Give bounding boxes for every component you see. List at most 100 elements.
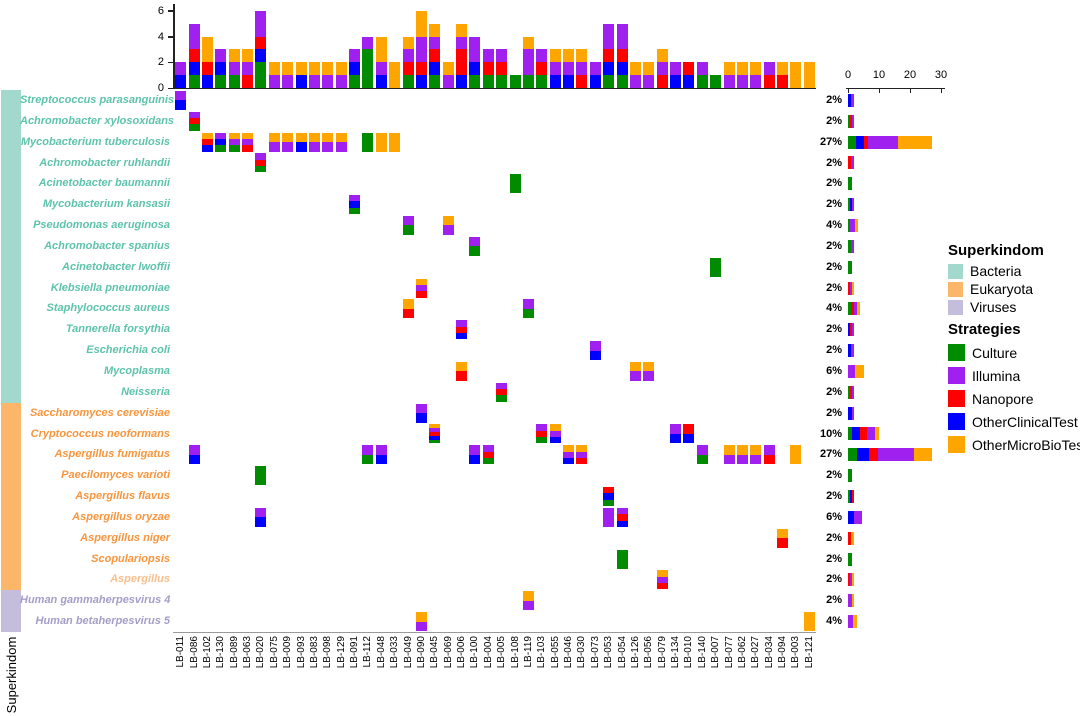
matrix-cell-segment [603, 486, 615, 494]
column-label: LB-005 [496, 636, 508, 669]
right-bar-segment [848, 594, 853, 608]
right-bar-segment [913, 448, 932, 462]
top-bar-segment [201, 36, 213, 63]
right-bar-segment [850, 114, 853, 128]
matrix-cell-segment [496, 382, 508, 390]
column-label: LB-055 [549, 636, 561, 669]
row-label: Aspergillus niger [80, 531, 170, 544]
top-bar-segment [442, 62, 454, 76]
matrix-cell-segment [589, 350, 601, 361]
column-label: LB-098 [322, 636, 334, 669]
top-bar-segment [429, 62, 441, 76]
right-bar-segment [848, 469, 852, 483]
right-bar-segment [848, 364, 855, 378]
legend-label: Eukaryota [970, 281, 1034, 297]
top-bar-segment [536, 62, 548, 76]
matrix-cell-segment [616, 520, 628, 527]
top-bar-segment [763, 62, 775, 76]
matrix-cell-segment [603, 493, 615, 500]
legend-swatch [948, 413, 965, 430]
right-bar-segment [848, 302, 852, 316]
matrix-cell-segment [255, 466, 267, 486]
top-bar-segment [629, 75, 641, 88]
right-bar-segment [848, 260, 852, 274]
matrix-cell-segment [429, 439, 441, 444]
row-percent: 2% [826, 323, 842, 336]
legend-swatch [948, 344, 965, 361]
matrix-cell-segment [402, 225, 414, 235]
top-chart-y-tick [168, 61, 173, 64]
matrix-cell-segment [295, 132, 307, 143]
legend-swatch [948, 281, 963, 297]
top-bar-segment [335, 75, 347, 88]
top-bar-segment [308, 75, 320, 88]
row-label: Achromobacter ruhlandii [39, 156, 170, 169]
legend-label: OtherMicroBioTest [972, 436, 1080, 453]
top-bar-segment [362, 36, 374, 50]
matrix-cell-segment [522, 591, 534, 601]
matrix-cell-segment [656, 576, 668, 584]
top-bar-segment [215, 62, 227, 76]
top-bar-segment [763, 75, 775, 88]
top-bar-segment [375, 36, 387, 63]
legend-item-eukaryota: Eukaryota [948, 281, 1080, 297]
row-percent: 2% [826, 469, 842, 482]
matrix-cell-segment [549, 437, 561, 444]
right-bar-segment [869, 448, 879, 462]
row-percent: 2% [826, 198, 842, 211]
matrix-cell-segment [415, 291, 427, 298]
top-bar-segment [710, 75, 722, 88]
top-bar-segment [201, 75, 213, 88]
matrix-cell-segment [496, 389, 508, 396]
row-percent: 2% [826, 260, 842, 273]
matrix-cell-segment [242, 145, 254, 152]
right-bar-segment [852, 114, 855, 128]
right-bar-segment [852, 323, 855, 337]
top-bar-segment [603, 49, 615, 63]
top-bar-segment [670, 62, 682, 76]
matrix-cell-segment [215, 145, 227, 152]
column-label: LB-086 [188, 636, 200, 669]
column-label: LB-126 [629, 636, 641, 669]
top-bar-segment [616, 23, 628, 50]
legend-item-othermicrobiotest: OtherMicroBioTest [948, 434, 1080, 455]
top-bar-segment [603, 23, 615, 50]
matrix-cell-segment [362, 445, 374, 455]
matrix-cell-segment [402, 308, 414, 319]
matrix-cell-segment [616, 549, 628, 569]
top-bar-segment [576, 75, 588, 88]
matrix-cell-segment [429, 424, 441, 429]
top-bar-segment [576, 49, 588, 63]
top-bar-segment [242, 62, 254, 76]
matrix-cell-segment [456, 326, 468, 333]
row-percent: 10% [819, 427, 842, 440]
column-label: LB-134 [670, 636, 682, 669]
top-bar-segment [656, 75, 668, 88]
top-bar-segment [683, 62, 695, 76]
matrix-cell-segment [522, 600, 534, 611]
row-percent: 2% [826, 239, 842, 252]
right-bar-segment [851, 93, 855, 107]
top-bar-segment [456, 49, 468, 76]
column-label: LB-108 [509, 636, 521, 669]
column-label: LB-129 [335, 636, 347, 669]
top-bar-segment [509, 75, 521, 88]
column-label: LB-062 [736, 636, 748, 669]
top-chart-y-tick [168, 87, 173, 89]
matrix-cell-segment [777, 528, 789, 539]
right-bar-segment [863, 135, 869, 149]
right-bar-segment [852, 385, 855, 399]
column-label: LB-103 [536, 636, 548, 669]
right-bar-segment [874, 427, 879, 441]
top-bar-segment [268, 75, 280, 88]
right-bar-segment [852, 573, 855, 587]
top-chart-y-ticklabel: 4 [157, 30, 164, 43]
column-label: LB-010 [683, 636, 695, 669]
matrix-cell-segment [255, 153, 267, 160]
top-bar-segment [469, 75, 481, 88]
top-bar-segment [402, 36, 414, 50]
top-bar-segment [255, 10, 267, 37]
top-bar-segment [415, 36, 427, 63]
column-label: LB-033 [389, 636, 401, 669]
matrix-cell-segment [456, 371, 468, 381]
